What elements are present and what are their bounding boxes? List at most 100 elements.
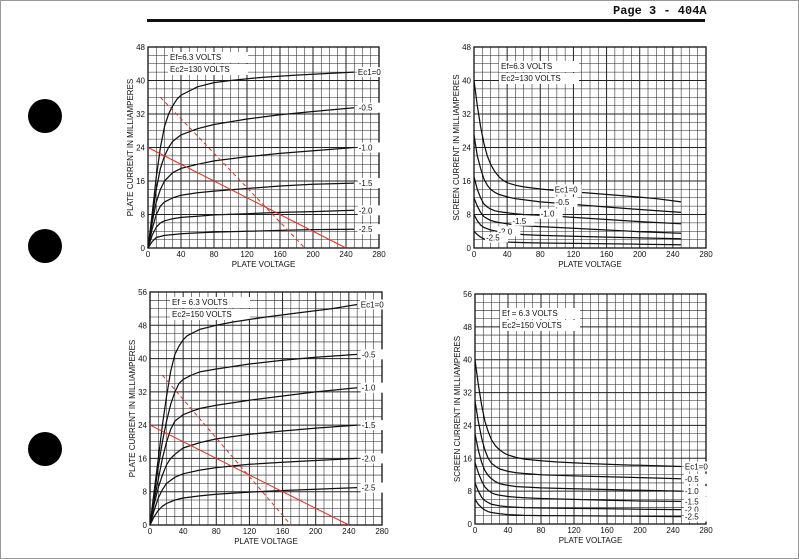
- plot-border: [149, 291, 383, 526]
- curve-label-bg: [357, 178, 381, 189]
- curve-label: -0.5: [359, 104, 373, 113]
- curve-line: [473, 197, 682, 234]
- y-tick-label: 48: [462, 43, 471, 52]
- curve-label: -2.0: [362, 454, 376, 463]
- curve-label-bg: [357, 102, 381, 113]
- curve-label-bg: [357, 205, 381, 216]
- x-tick-label: 240: [339, 250, 353, 259]
- x-tick-label: 0: [146, 250, 151, 259]
- page-label: Page 3 - 404A: [613, 4, 707, 18]
- curve-line: [147, 146, 355, 249]
- condition-bg: [168, 64, 248, 75]
- curve-line: [147, 107, 355, 249]
- condition-label: Ec2=130 VOLTS: [170, 65, 230, 74]
- curve-line: [147, 209, 355, 249]
- condition-label: Ef = 6.3 VOLTS: [502, 309, 558, 318]
- curve-label: Ec1=0: [361, 300, 384, 309]
- x-tick-label: 160: [273, 250, 287, 259]
- y-axis-label: PLATE CURRENT IN MILLIAMPERES: [126, 79, 135, 217]
- plot-border: [473, 46, 707, 249]
- y-tick-label: 56: [463, 290, 472, 299]
- curve-line: [149, 424, 358, 526]
- y-tick-label: 24: [463, 421, 472, 430]
- y-axis-label: SCREEN CURRENT IN MILLIAMPERES: [453, 336, 462, 482]
- y-tick-label: 8: [468, 487, 473, 496]
- curve-line: [474, 482, 682, 511]
- x-tick-label: 160: [600, 250, 614, 259]
- x-tick-label: 40: [503, 250, 512, 259]
- y-tick-label: 0: [141, 244, 146, 253]
- x-tick-label: 280: [372, 250, 386, 259]
- curve-label-bg: [497, 226, 521, 237]
- curve-label-bg: [359, 299, 388, 310]
- curve-label-bg: [553, 184, 582, 195]
- x-tick-label: 40: [177, 250, 186, 259]
- curve-label-bg: [511, 215, 535, 226]
- curve-line: [149, 457, 358, 526]
- curve-line: [149, 387, 358, 526]
- condition-label: Ef=6.3 VOLTS: [170, 53, 221, 62]
- curve-label: Ec1=0: [358, 68, 381, 77]
- punch-hole-middle: [28, 229, 62, 263]
- y-tick-label: 24: [462, 144, 471, 153]
- curve-label-bg: [357, 142, 381, 153]
- y-tick-label: 8: [141, 211, 146, 220]
- x-tick-label: 240: [342, 527, 356, 536]
- curve-line: [474, 462, 682, 503]
- curve-line: [473, 176, 682, 225]
- x-tick-label: 80: [537, 526, 546, 535]
- curve-label-bg: [360, 482, 384, 493]
- curve-label-bg: [356, 67, 385, 78]
- condition-bg: [499, 61, 579, 72]
- condition-label: Ec2=150 VOLTS: [172, 310, 232, 319]
- x-tick-label: 80: [210, 250, 219, 259]
- y-tick-label: 0: [467, 244, 472, 253]
- y-tick-label: 32: [462, 110, 471, 119]
- x-tick-label: 120: [567, 526, 581, 535]
- curve-label: Ec1=0: [685, 463, 708, 472]
- y-tick-label: 48: [138, 321, 147, 330]
- y-tick-label: 56: [138, 288, 147, 297]
- curve-label: -1.5: [685, 497, 699, 506]
- y-tick-label: 48: [136, 43, 145, 52]
- curve-label: -0.5: [362, 350, 376, 359]
- x-tick-label: 0: [472, 250, 477, 259]
- y-tick-label: 24: [136, 144, 145, 153]
- y-tick-label: 16: [462, 177, 471, 186]
- y-tick-label: 16: [138, 454, 147, 463]
- curve-label: -1.0: [541, 210, 555, 219]
- curve-label: -2.5: [359, 225, 373, 234]
- punch-hole-top: [28, 99, 62, 133]
- y-tick-label: 16: [136, 177, 145, 186]
- y-tick-label: 0: [143, 521, 148, 530]
- condition-bg: [170, 297, 250, 308]
- curve-label: -1.0: [685, 487, 699, 496]
- condition-bg: [500, 320, 580, 331]
- x-tick-label: 200: [633, 250, 647, 259]
- x-tick-label: 240: [666, 526, 680, 535]
- y-tick-label: 16: [463, 454, 472, 463]
- curve-label: -2.5: [486, 234, 500, 243]
- x-axis-label: PLATE VOLTAGE: [558, 260, 622, 269]
- curve-label: -0.5: [685, 475, 699, 484]
- condition-bg: [168, 52, 248, 63]
- curve-label-bg: [360, 453, 384, 464]
- curve-line: [147, 182, 355, 249]
- curve-label-bg: [683, 504, 707, 515]
- x-tick-label: 240: [666, 250, 680, 259]
- x-tick-label: 120: [567, 250, 581, 259]
- x-tick-label: 80: [212, 527, 221, 536]
- curve-label-bg: [539, 208, 563, 219]
- x-tick-label: 200: [309, 527, 323, 536]
- x-tick-label: 280: [375, 527, 389, 536]
- curve-label: -2.5: [685, 513, 699, 522]
- curve-line: [474, 499, 682, 518]
- curve-label: -1.0: [362, 384, 376, 393]
- curve-label-bg: [360, 349, 384, 360]
- y-axis-label: SCREEN CURRENT IN MILLIAMPERES: [452, 74, 461, 220]
- y-tick-label: 40: [138, 355, 147, 364]
- y-tick-label: 48: [463, 323, 472, 332]
- curve-label-bg: [683, 511, 707, 522]
